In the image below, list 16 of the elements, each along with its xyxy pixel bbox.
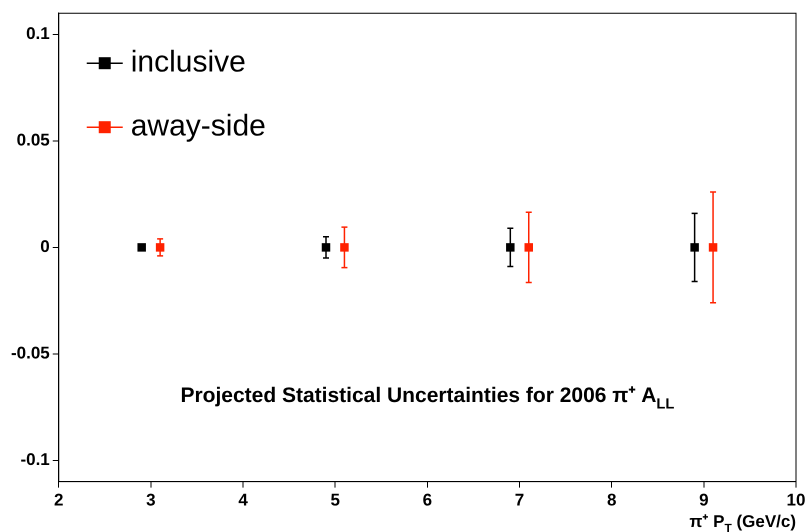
x-tick-label: 9 [699, 490, 709, 510]
x-tick-label: 7 [514, 490, 524, 510]
legend-label: inclusive [130, 45, 246, 78]
x-tick-label: 2 [54, 490, 64, 510]
legend-label: away-side [130, 109, 266, 142]
x-tick-label: 4 [238, 490, 248, 510]
y-tick-label: 0 [40, 237, 50, 256]
y-tick-label: -0.05 [11, 344, 50, 363]
y-tick-label: 0.05 [16, 130, 50, 150]
x-tick-label: 6 [422, 490, 432, 510]
x-tick-label: 3 [146, 490, 156, 510]
x-tick-label: 8 [606, 490, 616, 510]
y-tick-label: -0.1 [20, 450, 50, 469]
x-tick-label: 5 [330, 490, 340, 510]
x-tick-label: 10 [786, 490, 806, 510]
y-tick-label: 0.1 [26, 24, 50, 44]
